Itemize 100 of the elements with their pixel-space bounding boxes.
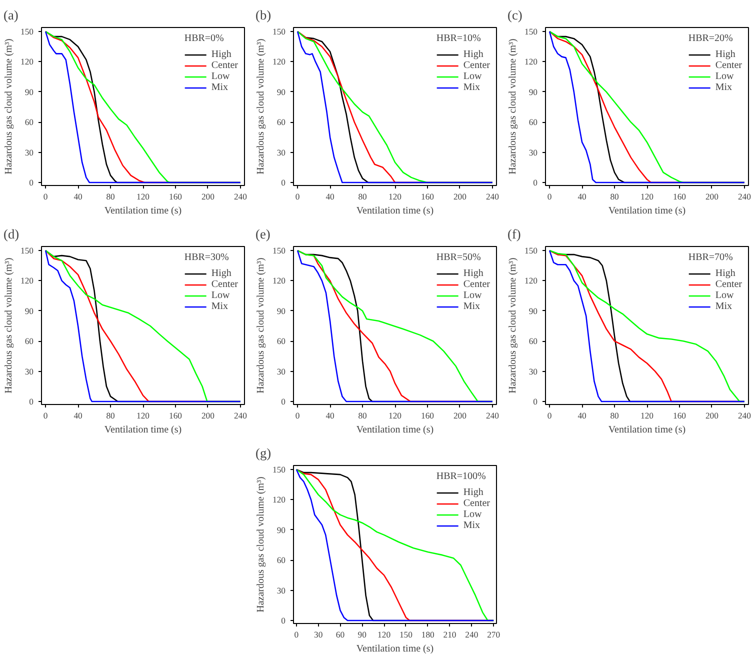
y-tick-label: 90 [24, 86, 34, 97]
x-tick-label: 240 [738, 410, 751, 420]
y-tick-label: 120 [272, 56, 286, 67]
legend-label: High [463, 487, 484, 498]
x-tick-label: 40 [578, 410, 586, 420]
legend-label: High [463, 268, 484, 279]
x-tick-label: 200 [453, 192, 466, 202]
legend-label: High [463, 49, 484, 60]
legend-label: Low [211, 71, 231, 82]
y-tick-label: 30 [24, 147, 34, 158]
chart-title: (c) [508, 8, 522, 22]
y-tick-label: 60 [276, 336, 286, 346]
y-tick-label: 120 [524, 56, 538, 67]
legend-label: Mix [211, 301, 230, 312]
x-tick-label: 120 [136, 192, 150, 202]
x-tick-label: 40 [578, 192, 586, 202]
x-axis-title: Ventilation time (s) [104, 424, 182, 436]
y-tick-label: 90 [276, 524, 286, 535]
y-tick-label: 150 [272, 26, 286, 37]
x-tick-label: 200 [201, 410, 214, 420]
y-axis-title: Hazardous gas cloud volume (m³) [256, 258, 267, 394]
legend-label: Center [463, 279, 490, 290]
x-tick-label: 0 [295, 192, 300, 202]
x-tick-label: 160 [168, 410, 182, 420]
x-tick-label: 200 [453, 410, 466, 420]
x-tick-label: 240 [234, 410, 247, 420]
x-tick-label: 200 [201, 192, 214, 202]
legend-label: Center [211, 60, 238, 71]
y-tick-label: 120 [20, 276, 34, 286]
y-tick-label: 60 [528, 336, 538, 346]
legend-title: HBR=100% [436, 471, 487, 482]
chart-title: (a) [4, 8, 18, 22]
legend-title: HBR=70% [688, 252, 734, 263]
y-axis-title: Hazardous gas cloud volume (m³) [256, 38, 267, 174]
x-axis-title: Ventilation time (s) [608, 206, 686, 216]
x-tick-label: 270 [487, 630, 500, 640]
legend-label: High [211, 268, 232, 279]
x-tick-label: 150 [399, 630, 412, 640]
y-tick-label: 0 [533, 396, 538, 406]
x-tick-label: 120 [136, 410, 150, 420]
x-tick-label: 30 [314, 630, 323, 640]
y-tick-label: 90 [276, 306, 286, 316]
x-tick-label: 0 [295, 410, 300, 420]
y-tick-label: 60 [276, 555, 286, 566]
legend-label: Mix [715, 301, 734, 312]
y-tick-label: 90 [276, 86, 286, 97]
legend-label: High [715, 49, 736, 60]
x-tick-label: 200 [705, 410, 718, 420]
y-tick-label: 90 [24, 306, 34, 316]
y-axis-title: Hazardous gas cloud volume (m³) [508, 38, 519, 174]
y-tick-label: 30 [276, 585, 286, 596]
legend-label: Low [211, 290, 231, 301]
y-tick-label: 60 [24, 117, 34, 128]
legend-label: Center [463, 60, 490, 71]
y-tick-label: 0 [29, 396, 34, 406]
x-tick-label: 0 [294, 630, 299, 640]
y-tick-label: 120 [272, 494, 286, 505]
x-tick-label: 90 [358, 630, 366, 640]
legend-label: High [211, 49, 232, 60]
y-axis-title: Hazardous gas cloud volume (m³) [256, 476, 267, 612]
y-axis-title: Hazardous gas cloud volume (m³) [4, 258, 15, 394]
x-tick-label: 80 [358, 410, 367, 420]
x-tick-label: 0 [547, 192, 552, 202]
legend-label: Mix [463, 520, 482, 531]
x-axis-title: Ventilation time (s) [608, 424, 686, 436]
x-tick-label: 240 [465, 630, 478, 640]
x-tick-label: 210 [443, 630, 456, 640]
y-tick-label: 90 [528, 86, 538, 97]
legend-label: Low [463, 509, 483, 520]
y-tick-label: 30 [276, 147, 286, 158]
y-tick-label: 60 [24, 336, 34, 346]
legend-label: Center [463, 498, 490, 509]
x-tick-label: 160 [420, 410, 434, 420]
legend-title: HBR=10% [436, 33, 482, 44]
y-tick-label: 60 [276, 117, 286, 128]
y-tick-label: 30 [276, 366, 286, 376]
chart-title: (d) [4, 226, 20, 242]
x-tick-label: 160 [672, 410, 686, 420]
chart-title: (f) [508, 226, 521, 242]
legend-label: Mix [211, 82, 230, 93]
y-tick-label: 30 [528, 366, 538, 376]
y-tick-label: 150 [20, 26, 34, 37]
y-tick-label: 0 [281, 177, 286, 188]
legend-label: Mix [463, 301, 482, 312]
legend-label: High [715, 268, 736, 279]
x-axis-title: Ventilation time (s) [356, 644, 434, 654]
legend-label: Mix [715, 82, 734, 93]
x-tick-label: 160 [420, 192, 434, 202]
x-tick-label: 120 [388, 410, 402, 420]
y-tick-label: 0 [533, 177, 538, 188]
x-tick-label: 240 [486, 410, 499, 420]
y-tick-label: 90 [528, 306, 538, 316]
x-tick-label: 0 [43, 410, 48, 420]
x-tick-label: 240 [486, 192, 499, 202]
x-tick-label: 40 [74, 410, 82, 420]
x-tick-label: 40 [326, 410, 334, 420]
chart-title: (b) [256, 8, 272, 22]
x-tick-label: 60 [336, 630, 345, 640]
x-tick-label: 240 [234, 192, 247, 202]
x-tick-label: 80 [610, 192, 619, 202]
